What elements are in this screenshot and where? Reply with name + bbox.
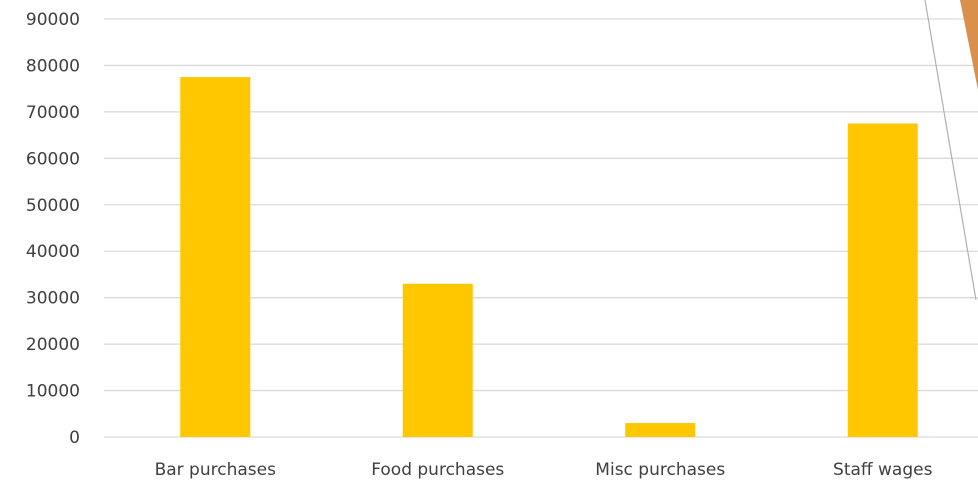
y-tick-label: 10000 [26, 382, 80, 402]
x-category-label: Misc purchases [595, 460, 725, 480]
bar-staff-wages [847, 123, 918, 437]
x-category-label: Bar purchases [155, 460, 277, 480]
bar-food-purchases [402, 283, 473, 437]
y-tick-label: 20000 [26, 335, 80, 355]
decorative-corner-shape [924, 0, 978, 301]
y-tick-label: 30000 [26, 289, 80, 309]
bars [180, 77, 918, 438]
x-category-label: Food purchases [371, 460, 504, 480]
bar-bar-purchases [180, 77, 251, 438]
y-tick-label: 40000 [26, 242, 80, 262]
y-tick-label: 90000 [26, 10, 80, 30]
y-tick-label: 60000 [26, 149, 80, 169]
decorative-line [924, 0, 977, 301]
y-tick-label: 70000 [26, 103, 80, 123]
x-axis-category-labels: Bar purchases Food purchases Misc purchase… [155, 460, 933, 480]
y-axis-tick-labels: 0 10000 20000 30000 40000 50000 60000 70000 8000… [26, 10, 80, 448]
y-tick-label: 80000 [26, 56, 80, 76]
x-category-label: Staff wages [833, 460, 933, 480]
accent-triangle [960, 0, 978, 90]
y-tick-label: 0 [69, 428, 80, 448]
y-tick-label: 50000 [26, 196, 80, 216]
bar-misc-purchases [625, 423, 696, 437]
